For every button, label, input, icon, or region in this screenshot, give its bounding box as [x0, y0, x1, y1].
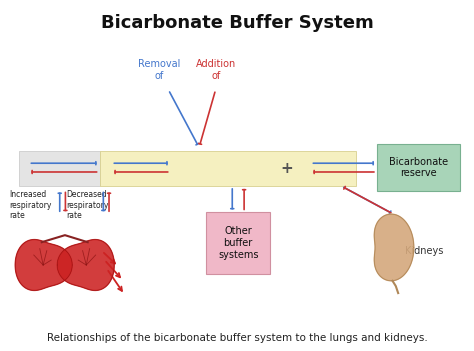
Polygon shape	[374, 214, 414, 281]
Polygon shape	[15, 240, 72, 290]
Text: Kidneys: Kidneys	[405, 246, 443, 256]
Text: Bicarbonate Buffer System: Bicarbonate Buffer System	[100, 14, 374, 32]
Bar	[377, 144, 460, 191]
Text: Relationships of the bicarbonate buffer system to the lungs and kidneys.: Relationships of the bicarbonate buffer …	[46, 333, 428, 343]
Bar	[206, 212, 270, 274]
Text: Removal
of: Removal of	[137, 59, 180, 81]
Text: Increased
respiratory
rate: Increased respiratory rate	[9, 191, 52, 220]
Bar	[19, 151, 100, 186]
Bar	[100, 151, 356, 186]
Text: Decreased
respiratory
rate: Decreased respiratory rate	[66, 191, 109, 220]
Text: Bicarbonate
reserve: Bicarbonate reserve	[389, 157, 448, 178]
Polygon shape	[57, 240, 114, 290]
Text: Other
buffer
systems: Other buffer systems	[218, 226, 258, 260]
Text: Addition
of: Addition of	[196, 59, 236, 81]
Text: +: +	[281, 161, 293, 176]
